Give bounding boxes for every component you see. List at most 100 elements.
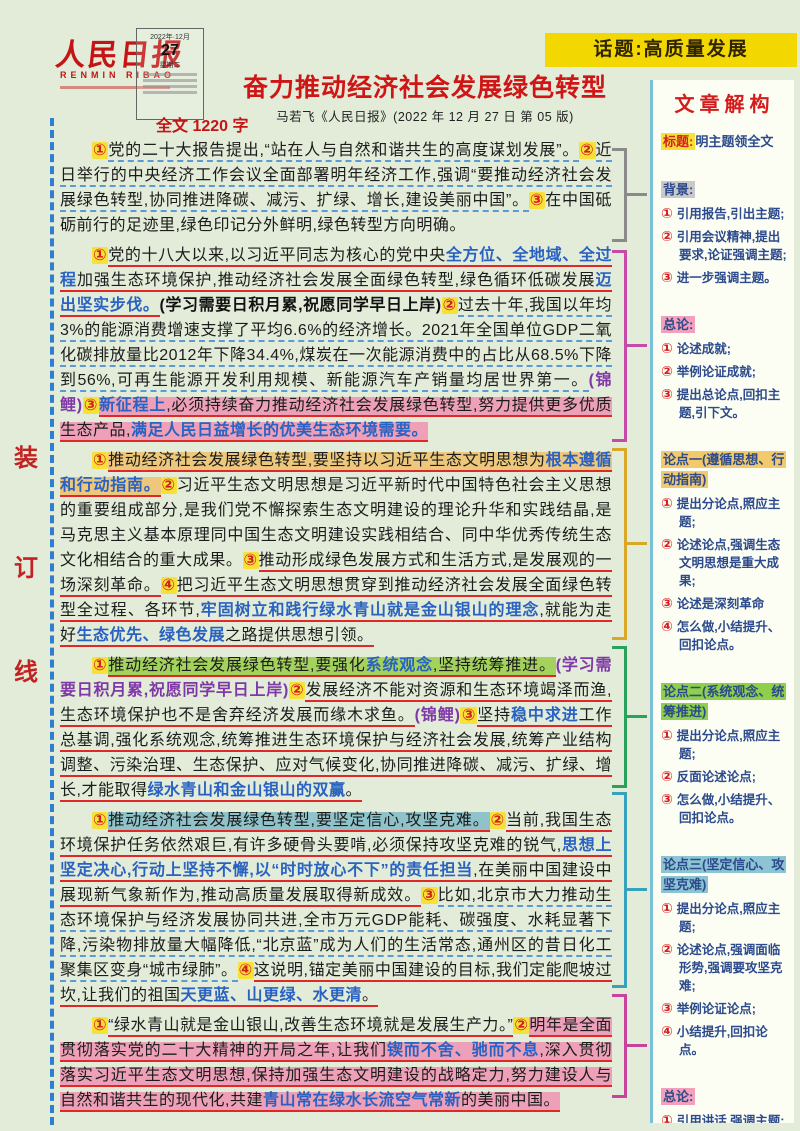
sidebar-section: 论点三(坚定信心、攻坚克难) ① 提出分论点,照应主题; ② 论述论点,强调面临形势… [661, 855, 788, 1059]
article-text-segment: ,坚持统筹推进。 [432, 657, 556, 677]
article-text-segment: (学习需要日积月累,祝愿同学早日上岸) [60, 657, 612, 699]
sidebar-section-heading: 总论: [661, 1087, 788, 1107]
article-text-segment: 。 [345, 782, 362, 802]
article-text-segment: 青山常在绿水长流空气常新 [262, 1092, 461, 1112]
circled-number: ② [288, 682, 306, 699]
sidebar-section: 论点二(系统观念、统筹推进) ① 提出分论点,照应主题; ② 反面论述论点; ③ 怎么… [661, 682, 788, 827]
article-text-segment: 迈出坚实步伐。 [60, 272, 612, 317]
article-text-segment: 习近平生态文明思想是习近平新时代中国特色社会主义思想的重要组成部分,是我们党不懈… [60, 477, 612, 569]
sidebar-section-label: 论点三(坚定信心、攻坚克难) [661, 856, 787, 893]
binding-char: 订 [14, 555, 38, 582]
circled-number: ③ [661, 791, 677, 807]
circled-number: ③ [661, 269, 677, 285]
article-text-segment: 牢固树立和践行绿水青山就是金山银山的理念 [200, 602, 540, 622]
circled-number: ① [92, 1017, 109, 1034]
article-text-segment: “绿水青山就是金山银山,改善生态环境就是发展生产力。” [108, 1017, 514, 1037]
sidebar-section: 标题: 明主题领全文 [661, 131, 788, 152]
sidebar-section: 论点一(遵循思想、行动指南) ① 提出分论点,照应主题; ② 论述论点,强调生态文明… [661, 450, 788, 654]
bracket-tick [624, 542, 647, 545]
sidebar-sections: 标题: 明主题领全文背景: ① 引用报告,引出主题; ② 引用会议精神,提出要求,论证… [661, 131, 788, 1123]
sidebar-section: 总论: ① 论述成就; ② 举例论证成就; ③ 提出总论点,回扣主题,引下文。 [661, 315, 788, 422]
circled-number: ③ [242, 552, 259, 569]
circled-number: ② [160, 477, 177, 494]
sidebar-analysis-item: ③ 举例论证论点; [661, 1000, 756, 1016]
article-text-segment: 比如,北京市大力推动生态环境保护与经济发展协同共进,全市万元GDP能耗、碳强度、… [60, 887, 613, 982]
sidebar-title: 文章解构 [674, 94, 775, 116]
calendar-fineprint [143, 91, 197, 94]
binding-char: 线 [14, 659, 38, 686]
article-text-segment: 当前,我国生态环境保护任务依然艰巨,有许多硬骨头要啃,必须保持攻坚克难的锐气, [60, 812, 613, 857]
bracket-tick [624, 1044, 647, 1047]
topic-badge: 话题:高质量发展 [545, 33, 797, 67]
circled-number: ④ [661, 618, 677, 634]
circled-number: ③ [661, 1000, 677, 1016]
sidebar-section-label: 论点二(系统观念、统筹推进) [661, 683, 787, 720]
circled-number: ① [92, 812, 109, 829]
paragraph-bracket-lundian-2 [612, 646, 647, 788]
sidebar-analysis-item: ② 论述论点,强调面临形势,强调要攻坚克难; [661, 941, 783, 993]
calendar-fineprint [143, 73, 197, 76]
sidebar-section-label: 总论: [661, 316, 696, 333]
sidebar-section-heading: 总论: [661, 315, 788, 335]
bracket-tick [624, 344, 647, 347]
article-text-segment: 新征程上 [99, 397, 167, 417]
article-text-segment: 把习近平生态文明思想贯穿到推动经济社会发展全面绿色转型全过程、各环节, [60, 577, 612, 622]
sidebar-analysis-item: ② 论述论点,强调生态文明思想是重大成果; [661, 536, 781, 588]
binding-char: 装 [14, 445, 38, 472]
article-text-segment: 这说明,锚定美丽中国建设的目标,我们定能爬坡过坎,让我们的祖国 [60, 962, 612, 1007]
sidebar-analysis-item: ③ 论述是深刻革命 [661, 595, 765, 611]
sidebar-section-heading: 背景: [661, 180, 788, 200]
article-text-segment: 天更蓝、山更绿、水更清 [180, 987, 362, 1007]
article-text-segment: 全方位、全地域、全过程 [60, 247, 613, 292]
article-text-segment: 思想上坚定决心,行动上坚持不懈,以“时时放心不下”的责任担当 [60, 837, 612, 882]
article-text-segment: 。 [361, 987, 379, 1007]
bracket-tick [624, 888, 647, 891]
sidebar-analysis-item: ① 提出分论点,照应主题; [661, 727, 781, 761]
analysis-sidebar: 文章解构 标题: 明主题领全文背景: ① 引用报告,引出主题; ② 引用会议精神,提出… [650, 80, 794, 1123]
circled-number: ④ [661, 1023, 677, 1039]
article-text-segment: (学习需要日积月累,祝愿同学早日上岸) [159, 297, 442, 314]
article-text-segment: 近日举行的中央经济工作会议全面部署明年经济工作,强调“要推动经济社会发展绿色转型… [60, 142, 613, 212]
circled-number: ② [661, 768, 677, 784]
article-text-segment: 发展经济不能对资源和生态环境竭泽而渔,生态环境保护也不是舍弃经济发展而缘木求鱼。 [60, 682, 612, 727]
sidebar-section-label: 背景: [661, 181, 696, 198]
article-text-segment: (锦鲤) [414, 707, 461, 724]
sidebar-analysis-item: ① 提出分论点,照应主题; [661, 495, 781, 529]
article-text-segment: 绿水青山和金山银山的双赢 [147, 782, 346, 802]
circled-number: ① [92, 657, 109, 674]
sidebar-section-label: 总论: [661, 1088, 696, 1105]
article-text-segment: 过去十年,我国以年均3%的能源消费增速支撑了平均6.6%的经济增长。2021年全… [60, 297, 612, 392]
circled-number: ① [661, 900, 677, 916]
paragraph-bracket-background [612, 148, 647, 242]
article-text-segment: 党的二十大报告提出,“站在人与自然和谐共生的高度谋划发展”。 [108, 142, 580, 162]
circled-number: ③ [661, 386, 677, 402]
sidebar-analysis-item: ① 引用报告,引出主题; [661, 205, 785, 221]
article-body: ①党的二十大报告提出,“站在人与自然和谐共生的高度谋划发展”。②近日举行的中央经… [60, 138, 613, 1118]
article-text-segment: 锲而不舍、驰而不息 [386, 1042, 540, 1062]
calendar-fineprint [143, 79, 197, 82]
circled-number: ① [92, 142, 109, 159]
article-text-segment: 推动经济社会发展绿色转型,要强化 [108, 657, 366, 677]
sidebar-analysis-item: ② 举例论证成就; [661, 363, 756, 379]
sidebar-section-label: 论点一(遵循思想、行动指南) [661, 451, 787, 488]
sidebar-analysis-item: ② 引用会议精神,提出要求,论证强调主题; [661, 228, 787, 262]
circled-number: ② [513, 1017, 530, 1034]
article-paragraph: ①推动经济社会发展绿色转型,要坚定信心,攻坚克难。②当前,我国生态环境保护任务依… [60, 808, 613, 1008]
article-text-segment: 推动经济社会发展绿色转型,要坚定信心,攻坚克难。 [108, 812, 490, 832]
article-text-segment: 党的十八大以来,以习近平同志为核心的党中央 [108, 247, 446, 267]
sidebar-analysis-item: ④ 小结提升,回扣论点。 [661, 1023, 768, 1057]
circled-number: ① [661, 495, 677, 511]
circled-number: ② [661, 363, 677, 379]
circled-number: ③ [421, 887, 438, 904]
article-paragraph: ①推动经济社会发展绿色转型,要强化系统观念,坚持统筹推进。(学习需要日积月累,祝… [60, 653, 612, 803]
article-text-segment: ,在美丽中国建设中展现新气象新作为,推动高质量发展取得新成效。 [60, 862, 612, 907]
calendar-day: 27 [161, 42, 179, 59]
circled-number: ② [489, 812, 506, 829]
sidebar-section-heading: 标题: 明主题领全文 [661, 131, 788, 152]
calendar-fineprint [143, 85, 197, 88]
calendar-weekday: 星期二 [159, 62, 181, 69]
sidebar-analysis-item: ① 引用讲话,强调主题; [661, 1111, 788, 1123]
sidebar-section: 背景: ① 引用报告,引出主题; ② 引用会议精神,提出要求,论证强调主题; ③ 进一… [661, 180, 788, 287]
circled-number: ② [661, 941, 677, 957]
